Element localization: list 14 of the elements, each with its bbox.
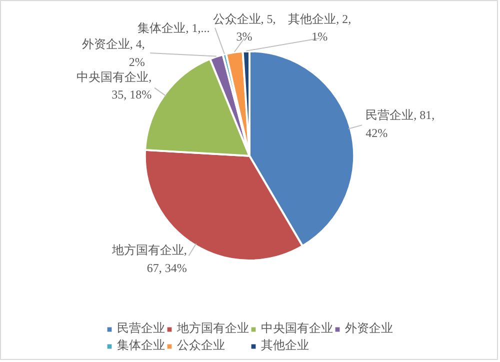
data-label: 外资企业, 4, 2% <box>82 37 145 69</box>
legend-label: 公众企业 <box>177 337 225 354</box>
legend-label: 其他企业 <box>261 337 309 354</box>
data-label: 集体企业, 1,... <box>138 20 210 35</box>
legend-label: 外资企业 <box>345 320 393 337</box>
data-label: 民营企业, 81, 42% <box>366 108 435 140</box>
legend-label: 集体企业 <box>117 337 165 354</box>
legend-label: 民营企业 <box>117 320 165 337</box>
legend-label: 中央国有企业 <box>261 320 333 337</box>
data-label: 公众企业, 5, 3% <box>212 12 276 44</box>
data-label: 中央国有企业, 35, 18% <box>76 70 152 102</box>
data-label: 地方国有企业, 67, 34% <box>110 242 187 275</box>
legend-label: 地方国有企业 <box>177 320 249 337</box>
data-label: 其他企业, 2, 1% <box>288 12 352 44</box>
